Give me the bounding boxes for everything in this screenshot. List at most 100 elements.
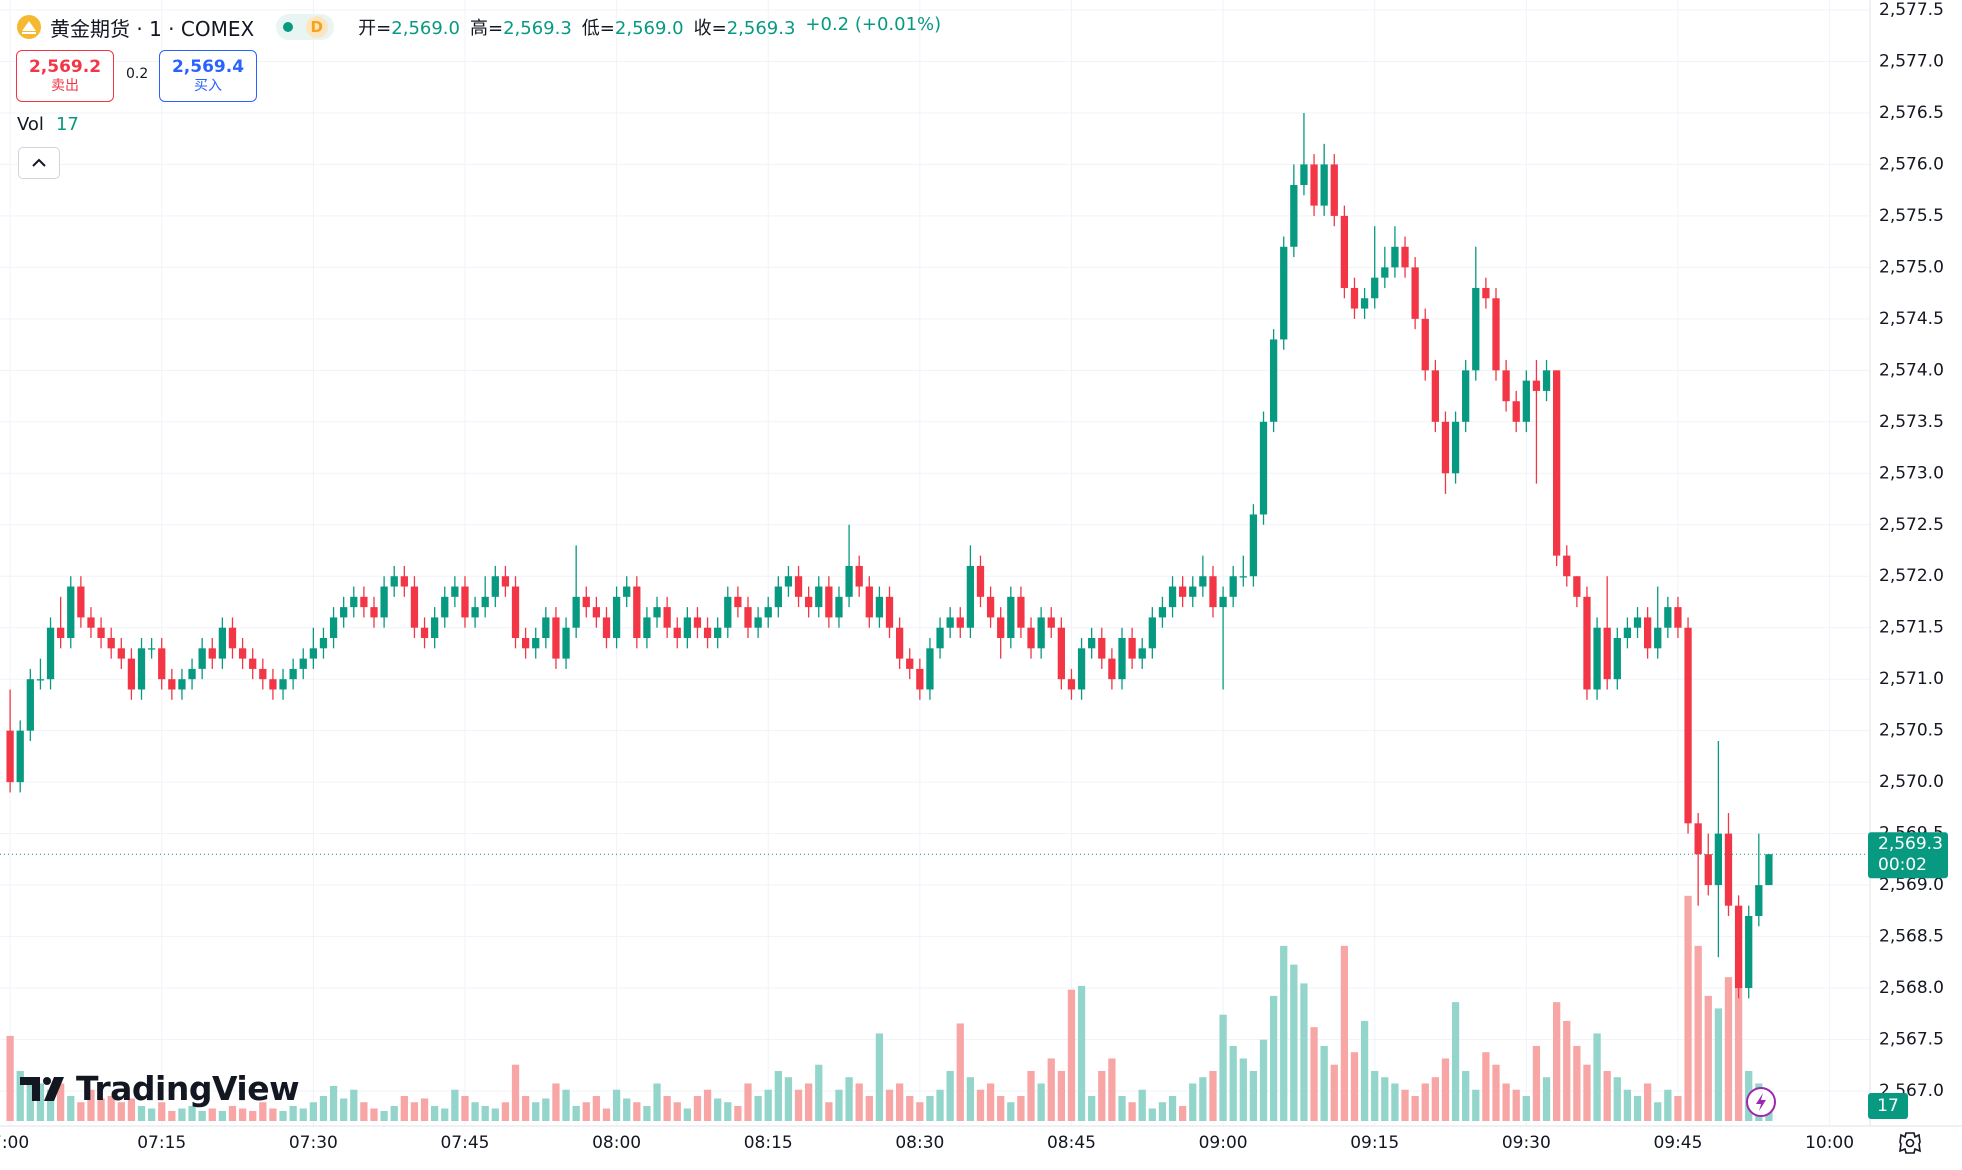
candle-body	[390, 576, 398, 587]
status-badge[interactable]: D	[276, 14, 335, 40]
volume-bar	[623, 1098, 631, 1121]
volume-bar	[1502, 1083, 1510, 1121]
candle-body	[238, 648, 247, 659]
candle-body	[744, 607, 752, 628]
y-tick-label: 2,571.0	[1879, 669, 1944, 689]
ohlc-item: 低=2,569.0	[582, 14, 684, 40]
candle-body	[552, 617, 560, 659]
candle-body	[805, 596, 813, 608]
candle-body	[976, 565, 985, 597]
volume-bar	[734, 1105, 742, 1121]
volume-bar	[360, 1102, 368, 1121]
candle-body	[1219, 596, 1227, 608]
volume-bar	[754, 1095, 762, 1121]
volume-bar	[724, 1102, 732, 1121]
buy-button[interactable]: 2,569.4 买入	[159, 50, 257, 102]
volume-bar	[997, 1095, 1005, 1121]
candle-body	[1360, 298, 1369, 309]
candle-body	[380, 586, 388, 618]
ohlc-value: 2,569.0	[391, 18, 460, 39]
candle-body	[491, 576, 499, 597]
volume-bar	[835, 1089, 843, 1121]
volume-bar	[329, 1085, 338, 1121]
candle-body	[1148, 617, 1156, 649]
volume-bar	[1734, 958, 1743, 1121]
lightning-button[interactable]	[1746, 1087, 1776, 1117]
volume-bar	[683, 1108, 691, 1121]
x-tick-label: 09:00	[1199, 1133, 1248, 1153]
volume-bar	[1613, 1077, 1621, 1121]
candle-body	[97, 627, 105, 639]
candle-body	[602, 617, 611, 639]
volume-bar	[865, 1095, 873, 1121]
y-tick-label: 2,569.0	[1879, 875, 1944, 895]
volume-bar	[511, 1064, 520, 1121]
volume-bar	[1219, 1014, 1227, 1121]
candle-body	[1128, 638, 1136, 659]
candle-body	[1431, 370, 1439, 422]
volume-bar	[390, 1105, 398, 1121]
volume-bar	[1553, 1002, 1561, 1121]
volume-bar	[57, 1083, 65, 1121]
candle-body	[198, 648, 206, 669]
candle-body	[885, 596, 894, 628]
candle-body	[1290, 185, 1298, 247]
gear-icon	[1899, 1132, 1921, 1154]
volume-bar	[188, 1105, 196, 1121]
volume-bar	[602, 1108, 611, 1121]
volume-bar	[1654, 1102, 1662, 1121]
candle-body	[67, 586, 75, 639]
candle-body	[77, 586, 85, 618]
last-price-label: 2,569.3	[1878, 834, 1943, 854]
sell-button[interactable]: 2,569.2 卖出	[16, 50, 114, 102]
candle-body	[986, 596, 995, 618]
y-tick-label: 2,570.5	[1879, 721, 1944, 741]
volume-bar	[653, 1083, 661, 1121]
volume-bar	[1704, 995, 1712, 1121]
grid	[0, 0, 1870, 1126]
collapse-button[interactable]	[18, 147, 60, 179]
y-tick-label: 2,572.0	[1879, 566, 1944, 586]
candle-body	[1684, 627, 1692, 824]
candle-body	[693, 617, 702, 628]
candle-body	[1199, 576, 1207, 587]
x-tick-label: 7:00	[0, 1133, 29, 1153]
volume-bar	[1340, 945, 1349, 1121]
candle-body	[1532, 380, 1541, 391]
volume-bar	[319, 1095, 328, 1121]
volume-bar	[350, 1089, 358, 1121]
y-tick-label: 2,568.5	[1879, 927, 1944, 947]
candle-body	[582, 596, 590, 608]
y-tick-label: 2,577.5	[1879, 0, 1944, 20]
candle-body	[1320, 164, 1328, 206]
volume-bar	[127, 1098, 136, 1121]
candle-body	[1371, 277, 1379, 299]
symbol-name[interactable]: 黄金期货 · 1 · COMEX	[50, 16, 255, 41]
candle-body	[956, 617, 964, 628]
volume-bar	[663, 1095, 671, 1121]
ohlc-value: 2,569.3	[726, 18, 796, 39]
volume-bar	[562, 1089, 570, 1121]
candle-body	[1229, 576, 1237, 597]
settings-button[interactable]	[1899, 1132, 1921, 1154]
volume-bar	[198, 1110, 206, 1121]
candle-body	[1643, 617, 1652, 649]
candle-body	[1310, 164, 1318, 206]
y-tick-label: 2,576.5	[1879, 103, 1944, 123]
y-tick-label: 2,573.0	[1879, 463, 1944, 483]
candles	[6, 112, 1773, 999]
watermark: TradingView	[20, 1069, 300, 1108]
volume-bar	[400, 1095, 408, 1121]
buy-label: 买入	[194, 78, 222, 94]
candle-body	[329, 617, 338, 639]
candle-body	[228, 627, 237, 649]
volume-bar	[956, 1023, 964, 1121]
candle-body	[1158, 607, 1167, 618]
candle-body	[1553, 370, 1561, 556]
candle-body	[461, 586, 469, 618]
volume-bar	[1714, 1008, 1723, 1121]
volume-bar	[582, 1102, 590, 1121]
volume-bar	[1280, 945, 1288, 1121]
volume-bar	[926, 1095, 934, 1121]
